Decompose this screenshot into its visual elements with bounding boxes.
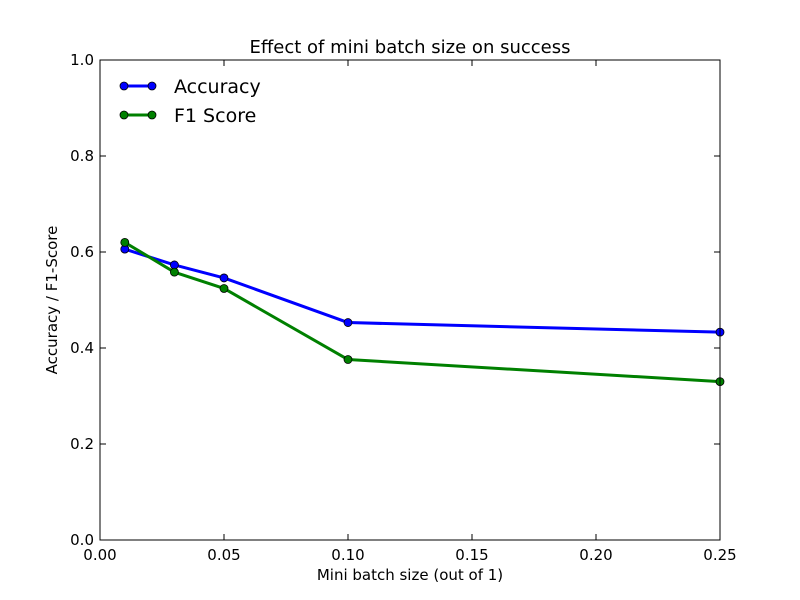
- legend-marker-accuracy: [119, 81, 129, 91]
- y-tick-label: 0.4: [70, 339, 94, 357]
- legend-marker-f1-score: [147, 110, 157, 120]
- legend: Accuracy F1 Score: [119, 76, 261, 127]
- x-tick-label: 0.15: [455, 546, 488, 564]
- y-tick-label: 0.2: [70, 435, 94, 453]
- data-point-f1-score: [343, 355, 353, 364]
- x-tick-label: 0.05: [207, 546, 240, 564]
- x-axis-label: Mini batch size (out of 1): [317, 566, 503, 584]
- y-axis-label: Accuracy / F1-Score: [43, 226, 61, 375]
- y-tick-label: 1.0: [70, 51, 94, 69]
- legend-label-accuracy: Accuracy: [174, 76, 261, 98]
- y-tick-label: 0.0: [70, 531, 94, 549]
- y-tick-label: 0.6: [70, 243, 94, 261]
- data-point-f1-score: [219, 284, 229, 293]
- data-point-accuracy: [169, 260, 179, 270]
- series-layer: [120, 237, 725, 387]
- data-point-accuracy: [219, 273, 229, 283]
- x-tick-label: 0.00: [83, 546, 116, 564]
- legend-label-f1-score: F1 Score: [174, 105, 256, 127]
- x-tick-label: 0.25: [703, 546, 736, 564]
- legend-marker-f1-score: [119, 110, 129, 120]
- chart-title: Effect of mini batch size on success: [250, 37, 571, 58]
- y-tick-label: 0.8: [70, 147, 94, 165]
- data-point-f1-score: [120, 237, 130, 247]
- x-tick-label: 0.20: [579, 546, 612, 564]
- plot-area: [100, 60, 720, 540]
- plot-frame: [99, 59, 721, 541]
- data-point-accuracy: [343, 318, 353, 327]
- legend-marker-accuracy: [147, 81, 157, 91]
- tick-layer: 0.00 0.05 0.10 0.15 0.20 0.25 0.0 0.2 0.4 0.6 0.8 1…: [70, 51, 737, 564]
- data-point-f1-score: [169, 267, 179, 277]
- x-tick-label: 0.10: [331, 546, 364, 564]
